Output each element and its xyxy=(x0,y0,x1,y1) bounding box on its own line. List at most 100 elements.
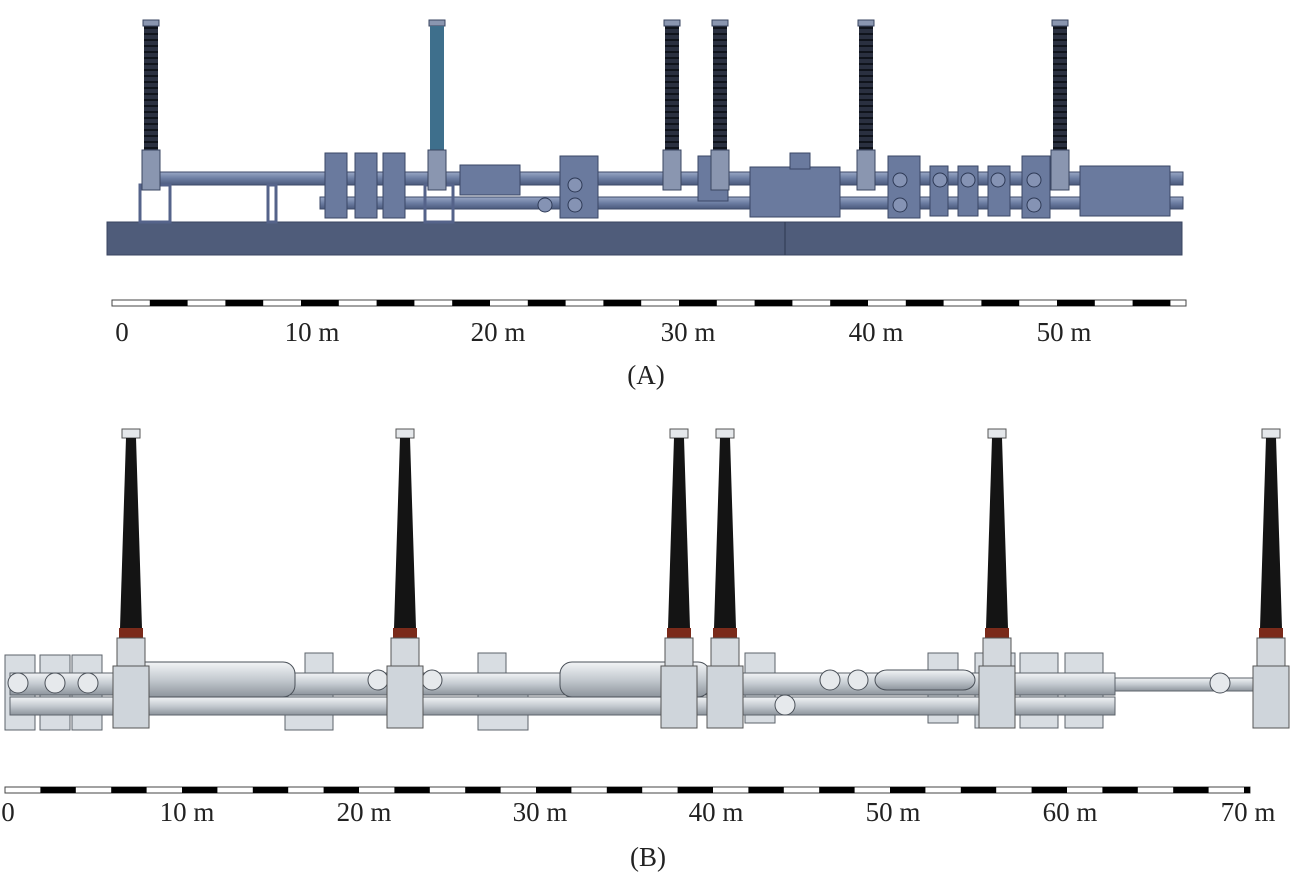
bushing-cap xyxy=(857,19,875,27)
scale-segment xyxy=(1244,787,1250,793)
busbar xyxy=(1114,677,1256,692)
bushing xyxy=(120,438,142,628)
bushing xyxy=(665,26,679,150)
bushing xyxy=(144,26,158,150)
support xyxy=(266,183,278,224)
scale-segment xyxy=(1031,787,1067,793)
scale-segment xyxy=(960,787,997,793)
bushing-base xyxy=(141,149,161,191)
bushing-base xyxy=(662,149,682,191)
flange xyxy=(77,672,99,694)
scale-label: 10 m xyxy=(285,317,340,347)
equipment xyxy=(459,164,521,196)
scale-segment xyxy=(452,300,490,306)
equipment xyxy=(354,152,378,219)
scale-label: 40 m xyxy=(689,797,744,827)
scale-segment xyxy=(40,787,76,793)
tank xyxy=(874,669,976,691)
bushing-base xyxy=(664,637,694,667)
support xyxy=(660,665,698,729)
scale-label: 20 m xyxy=(471,317,526,347)
scale-segment xyxy=(323,787,359,793)
scale-segment xyxy=(465,787,501,793)
scale-bar xyxy=(111,299,1187,307)
scale-segment xyxy=(981,300,1020,306)
flange xyxy=(567,197,583,213)
scale-segment xyxy=(1132,300,1171,306)
scale-segment xyxy=(754,300,793,306)
support xyxy=(1252,665,1290,729)
scale-label: 30 m xyxy=(661,317,716,347)
flange xyxy=(892,197,908,213)
support xyxy=(706,665,744,729)
bushing xyxy=(394,438,416,628)
equipment xyxy=(324,152,348,219)
flange xyxy=(421,669,443,691)
flange xyxy=(960,172,976,188)
bushing xyxy=(986,438,1008,628)
scale-segment xyxy=(111,787,147,793)
bushing-cap xyxy=(711,19,729,27)
bushing-cap xyxy=(669,428,689,439)
support xyxy=(386,665,424,729)
bushing-ring xyxy=(393,628,417,638)
scale-segment xyxy=(394,787,430,793)
bushing-base xyxy=(710,149,730,191)
flange xyxy=(537,197,553,213)
scale-segment xyxy=(679,300,717,306)
flange xyxy=(1209,672,1231,694)
scale-label: 50 m xyxy=(866,797,921,827)
scale-label: 70 m xyxy=(1221,797,1276,827)
scale-label: 40 m xyxy=(849,317,904,347)
scale-segment xyxy=(905,300,944,306)
bushing-base xyxy=(710,637,740,667)
scale-segment xyxy=(182,787,218,793)
flange xyxy=(847,669,869,691)
bushing-ring xyxy=(119,628,143,638)
equipment xyxy=(749,166,841,218)
scale-segment xyxy=(748,787,784,793)
bushing-cap xyxy=(987,428,1007,439)
foundation xyxy=(106,221,1183,256)
scale-segment xyxy=(890,787,926,793)
scale-segment xyxy=(819,787,855,793)
busbar xyxy=(9,696,1116,716)
scale-segment xyxy=(830,300,868,306)
bushing xyxy=(1260,438,1282,628)
scale-segment xyxy=(225,300,264,306)
bushing xyxy=(714,438,736,628)
flange xyxy=(367,669,389,691)
flange xyxy=(892,172,908,188)
bushing-base xyxy=(856,149,876,191)
scale-segment xyxy=(376,300,415,306)
flange xyxy=(1026,172,1042,188)
scale-segment xyxy=(1173,787,1209,793)
scale-segment xyxy=(527,300,566,306)
scale-label: 10 m xyxy=(160,797,215,827)
flange xyxy=(774,694,796,716)
scale-segment xyxy=(252,787,289,793)
bushing-base xyxy=(390,637,420,667)
scale-label: 20 m xyxy=(337,797,392,827)
caption: (B) xyxy=(630,842,666,872)
bushing-cap xyxy=(715,428,735,439)
bushing-base xyxy=(1256,637,1286,667)
support xyxy=(138,183,172,224)
scale-label: 0 xyxy=(115,317,129,347)
bushing xyxy=(430,26,444,150)
support xyxy=(978,665,1016,729)
bushing-base xyxy=(427,149,447,191)
bushing-base xyxy=(1050,149,1070,191)
bushing-ring xyxy=(713,628,737,638)
panel-a-drawing: 0 10 m 20 m 30 m 40 m 50 m xyxy=(106,19,1187,347)
bushing-cap xyxy=(1261,428,1281,439)
bushing-base xyxy=(116,637,146,667)
bushing-ring xyxy=(1259,628,1283,638)
flange xyxy=(990,172,1006,188)
scale-segment xyxy=(536,787,572,793)
scale-label: 60 m xyxy=(1043,797,1098,827)
bushing xyxy=(713,26,727,150)
bushing-cap xyxy=(1051,19,1069,27)
equipment xyxy=(382,152,406,219)
